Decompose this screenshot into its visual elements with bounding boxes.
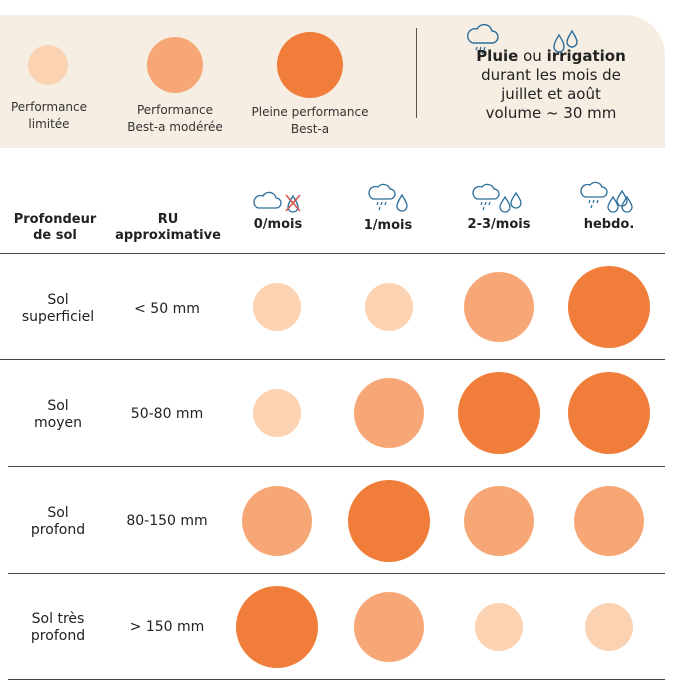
column-label-0: 0/mois [253, 217, 303, 232]
row-depth-0-line2: superficiel [21, 309, 95, 325]
header-ru-line1: RU [157, 212, 179, 227]
header-ru-line2: approximative [115, 228, 221, 243]
performance-circle-light [253, 283, 301, 331]
row-depth-2: Sol profond [8, 505, 108, 539]
cloud-no-rain-icon [253, 191, 301, 213]
row-depth-0: Sol superficiel [8, 292, 108, 326]
rain-cloud-three-drops-icon [580, 181, 633, 213]
row-ru-0: < 50 mm [134, 301, 200, 317]
header-depth: Profondeur de sol [5, 212, 105, 244]
rain-description-line3: juillet et août [501, 85, 601, 103]
row-divider [8, 573, 665, 574]
row-divider [8, 466, 665, 467]
performance-circle-medium [464, 486, 534, 556]
rain-description-line4: volume ~ 30 mm [485, 104, 617, 122]
header-depth-line1: Profondeur [13, 212, 97, 227]
legend-label-moderate-line1: Performance [136, 103, 214, 117]
legend-label-full-line2: Best-a [290, 122, 330, 136]
rain-cloud-single-drop-icon [368, 183, 408, 212]
rain-cloud-icon [467, 23, 499, 55]
performance-circle-medium [242, 486, 312, 556]
rain-connector: ou [518, 47, 547, 65]
row-depth-3-line1: Sol très [31, 611, 85, 627]
performance-circle-full [348, 480, 430, 562]
row-depth-1-line2: moyen [34, 415, 82, 431]
column-label-2: 2-3/mois [467, 217, 531, 232]
legend-label-limited: Performance limitée [0, 99, 98, 133]
row-depth-1: Sol moyen [8, 398, 108, 432]
performance-circle-full [236, 586, 318, 668]
row-depth-1-line1: Sol [47, 398, 69, 414]
header-depth-line2: de sol [33, 228, 77, 243]
row-depth-2-line2: profond [30, 522, 86, 538]
performance-circle-medium [464, 272, 534, 342]
legend-label-full: Pleine performance Best-a [240, 104, 380, 138]
irrigation-word: irrigation [546, 47, 626, 65]
row-ru-3: > 150 mm [129, 619, 205, 635]
performance-circle-full [568, 372, 650, 454]
legend-circle-full [277, 32, 343, 98]
performance-circle-medium [574, 486, 644, 556]
row-ru-2: 80-150 mm [126, 513, 208, 529]
row-depth-3: Sol très profond [8, 611, 108, 645]
performance-circle-light [475, 603, 523, 651]
legend-circle-limited [28, 45, 68, 85]
legend-divider [416, 28, 417, 118]
row-depth-2-line1: Sol [47, 505, 69, 521]
row-divider [0, 253, 665, 254]
legend-label-moderate: Performance Best-a modérée [120, 102, 230, 136]
performance-circle-light [253, 389, 301, 437]
legend-label-moderate-line2: Best-a modérée [127, 120, 223, 134]
performance-circle-full [458, 372, 540, 454]
rain-description-line2: durant les mois de [481, 66, 621, 84]
water-drops-icon [553, 29, 578, 53]
performance-circle-medium [354, 378, 424, 448]
legend-label-full-line1: Pleine performance [251, 105, 369, 119]
rain-description: Pluie ou irrigation durant les mois de j… [426, 47, 673, 123]
row-depth-3-line2: profond [30, 628, 86, 644]
header-ru: RU approximative [113, 212, 223, 244]
column-label-1: 1/mois [363, 218, 413, 233]
performance-circle-medium [354, 592, 424, 662]
row-depth-0-line1: Sol [47, 292, 69, 308]
legend-label-limited-line2: limitée [28, 117, 70, 131]
row-divider [8, 679, 665, 680]
row-ru-1: 50-80 mm [130, 406, 204, 422]
performance-circle-full [568, 266, 650, 348]
rain-cloud-two-drops-icon [472, 183, 522, 213]
performance-circle-light [585, 603, 633, 651]
rain-description-line1: Pluie ou irrigation [426, 47, 673, 66]
legend-circle-moderate [147, 37, 203, 93]
legend-label-limited-line1: Performance [10, 100, 88, 114]
row-divider [0, 359, 665, 360]
performance-circle-light [365, 283, 413, 331]
column-label-3: hebdo. [583, 217, 635, 232]
rain-word: Pluie [476, 47, 519, 65]
